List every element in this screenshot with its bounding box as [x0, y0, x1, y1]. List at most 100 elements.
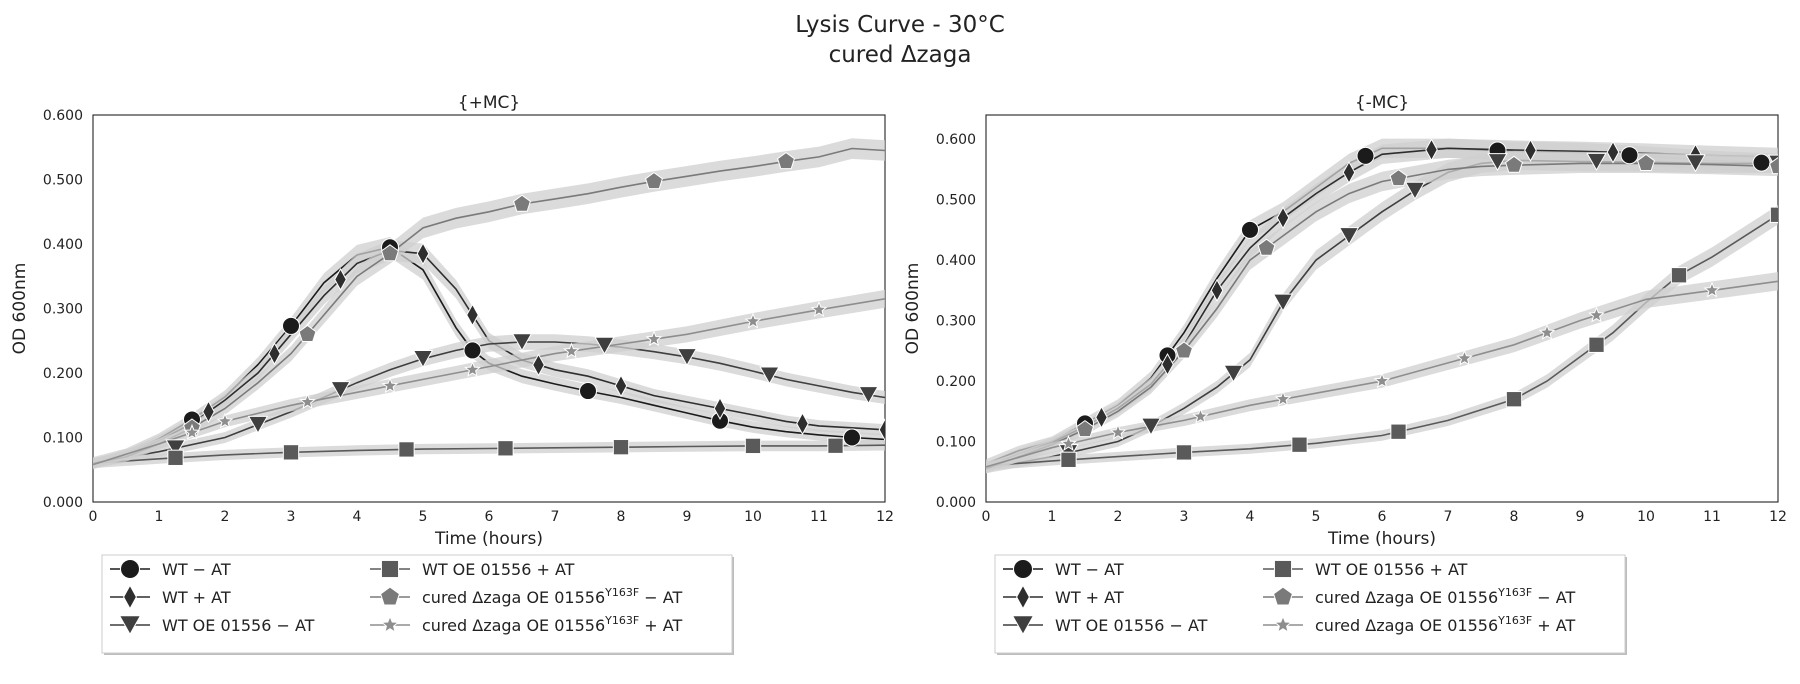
legend-marker-wtoe_minus_at: [1011, 615, 1035, 636]
data-point-wt_plus_at: [1161, 352, 1174, 376]
confidence-band-wtoe_minus_at: [986, 150, 1778, 474]
plot-area: [986, 138, 1778, 474]
data-point-wt_plus_at: [466, 303, 479, 327]
data-point-cured_plus_at: [1274, 390, 1292, 407]
data-point-wt_plus_at: [1095, 405, 1108, 429]
data-point-wtoe_plus_at: [612, 439, 630, 456]
legend-minus-mc: WT − AT WT + AT WT OE 01556 − AT WT OE 0155…: [994, 554, 1627, 655]
data-point-wtoe_minus_at: [1338, 227, 1360, 246]
data-point-wtoe_plus_at: [1291, 436, 1308, 453]
x-tick-label: 4: [1246, 509, 1255, 525]
legend-marker-cured_minus_at: [380, 586, 400, 606]
y-tick-label: 0.500: [936, 193, 976, 209]
data-point-cured_plus_at: [464, 360, 481, 377]
data-point-cured_minus_at: [1076, 419, 1094, 438]
x-tick-label: 2: [221, 509, 230, 525]
x-tick-label: 3: [287, 509, 296, 525]
data-point-wtoe_plus_at: [1390, 423, 1407, 440]
x-tick-label: 8: [1510, 509, 1519, 525]
data-point-cured_plus_at: [744, 312, 762, 329]
data-point-wtoe_plus_at: [1588, 336, 1605, 353]
y-tick-label: 0.200: [43, 366, 83, 382]
data-point-cured_plus_at: [1109, 423, 1127, 440]
panel-title: {+MC}: [458, 93, 520, 113]
data-point-wt_minus_at: [1241, 220, 1259, 239]
data-point-wtoe_minus_at: [1586, 152, 1607, 172]
data-point-wt_minus_at: [1620, 146, 1639, 165]
data-point-wtoe_minus_at: [759, 366, 780, 385]
data-point-wt_plus_at: [614, 374, 628, 398]
y-tick-label: 0.000: [43, 495, 83, 511]
x-tick-label: 5: [1312, 509, 1321, 525]
series-line-wtoe_plus_at: [986, 214, 1778, 467]
legend-marker-wt_minus_at: [120, 559, 140, 579]
x-tick-label: 10: [744, 509, 762, 525]
x-tick-label: 10: [1637, 509, 1655, 525]
y-tick-label: 0.400: [43, 237, 83, 253]
data-point-wt_plus_at: [1342, 160, 1356, 184]
legend-label-wtoe_plus_at: WT OE 01556 + AT: [422, 560, 575, 579]
panel-plus-mc: {+MC}0 1 2 3 4 5 6 7 8 9 10 11 120.0000.1000.2000.30…: [10, 93, 894, 549]
legend-label-cured_plus_at: cured Δzaga OE 01556Y163F + AT: [1315, 614, 1575, 635]
data-point-wtoe_minus_at: [165, 439, 186, 458]
x-axis-label: Time (hours): [1327, 529, 1436, 549]
x-tick-label: 0: [982, 509, 991, 525]
y-tick-label: 0.300: [936, 314, 976, 330]
data-point-wtoe_minus_at: [1223, 364, 1244, 383]
data-point-cured_minus_at: [1389, 169, 1408, 187]
data-point-wtoe_plus_at: [497, 440, 514, 457]
figure-subtitle: cured Δzaga: [829, 42, 972, 68]
panel-minus-mc: {-MC}0 1 2 3 4 5 6 7 8 9 10 11 120.0000.1000.2000.30…: [903, 93, 1787, 549]
data-point-wtoe_minus_at: [247, 415, 269, 434]
data-point-cured_plus_at: [1192, 407, 1209, 424]
data-point-wtoe_plus_at: [282, 444, 300, 461]
x-tick-label: 7: [1444, 509, 1453, 525]
data-point-wt_plus_at: [1276, 206, 1290, 230]
y-tick-label: 0.300: [43, 302, 83, 318]
legend-label-wt_plus_at: WT + AT: [162, 588, 231, 607]
plot-frame: [985, 114, 1779, 503]
x-tick-label: 9: [1576, 509, 1585, 525]
legend-marker-wtoe_minus_at: [118, 615, 142, 636]
x-tick-label: 9: [683, 509, 692, 525]
data-point-wtoe_minus_at: [1685, 154, 1706, 173]
data-point-cured_minus_at: [1175, 341, 1193, 359]
x-tick-label: 3: [1180, 509, 1189, 525]
data-point-wtoe_minus_at: [1487, 153, 1508, 172]
data-point-wtoe_plus_at: [398, 441, 415, 458]
data-point-wt_plus_at: [532, 353, 545, 377]
legend-plus-mc: WT − AT WT + AT WT OE 01556 − AT WT OE 0155…: [101, 554, 734, 655]
y-tick-label: 0.100: [43, 431, 83, 447]
x-tick-label: 4: [353, 509, 362, 525]
data-point-wtoe_plus_at: [1175, 444, 1193, 461]
plot-frame: [92, 114, 886, 503]
series-line-cured_minus_at: [986, 162, 1778, 470]
y-tick-label: 0.600: [936, 132, 976, 148]
data-point-wtoe_plus_at: [744, 437, 762, 455]
data-point-wtoe_minus_at: [1404, 181, 1426, 200]
data-point-cured_minus_at: [381, 244, 399, 262]
data-point-wt_plus_at: [268, 342, 281, 366]
data-point-cured_plus_at: [381, 377, 399, 394]
data-point-wt_plus_at: [334, 267, 347, 291]
data-point-cured_plus_at: [1456, 349, 1473, 366]
data-point-cured_plus_at: [1538, 323, 1556, 340]
legend-label-wt_minus_at: WT − AT: [162, 560, 231, 579]
data-point-wt_plus_at: [416, 242, 430, 266]
legend-label-wtoe_minus_at: WT OE 01556 − AT: [162, 616, 315, 635]
data-point-cured_plus_at: [563, 342, 580, 359]
legend-marker-cured_minus_at: [1273, 586, 1293, 606]
data-point-wt_minus_at: [1752, 153, 1771, 172]
x-tick-label: 7: [551, 509, 560, 525]
data-point-cured_plus_at: [1060, 434, 1077, 451]
y-tick-label: 0.000: [936, 495, 976, 511]
y-tick-label: 0.100: [936, 435, 976, 451]
data-point-wtoe_minus_at: [676, 348, 698, 367]
legend-label-wt_minus_at: WT − AT: [1055, 560, 1124, 579]
y-tick-label: 0.400: [936, 253, 976, 269]
legend-marker-cured_plus_at: [1273, 615, 1293, 633]
legend-label-wtoe_minus_at: WT OE 01556 − AT: [1055, 616, 1208, 635]
x-tick-label: 12: [1769, 509, 1787, 525]
data-point-cured_plus_at: [645, 330, 663, 347]
legend-marker-cured_plus_at: [380, 615, 400, 633]
